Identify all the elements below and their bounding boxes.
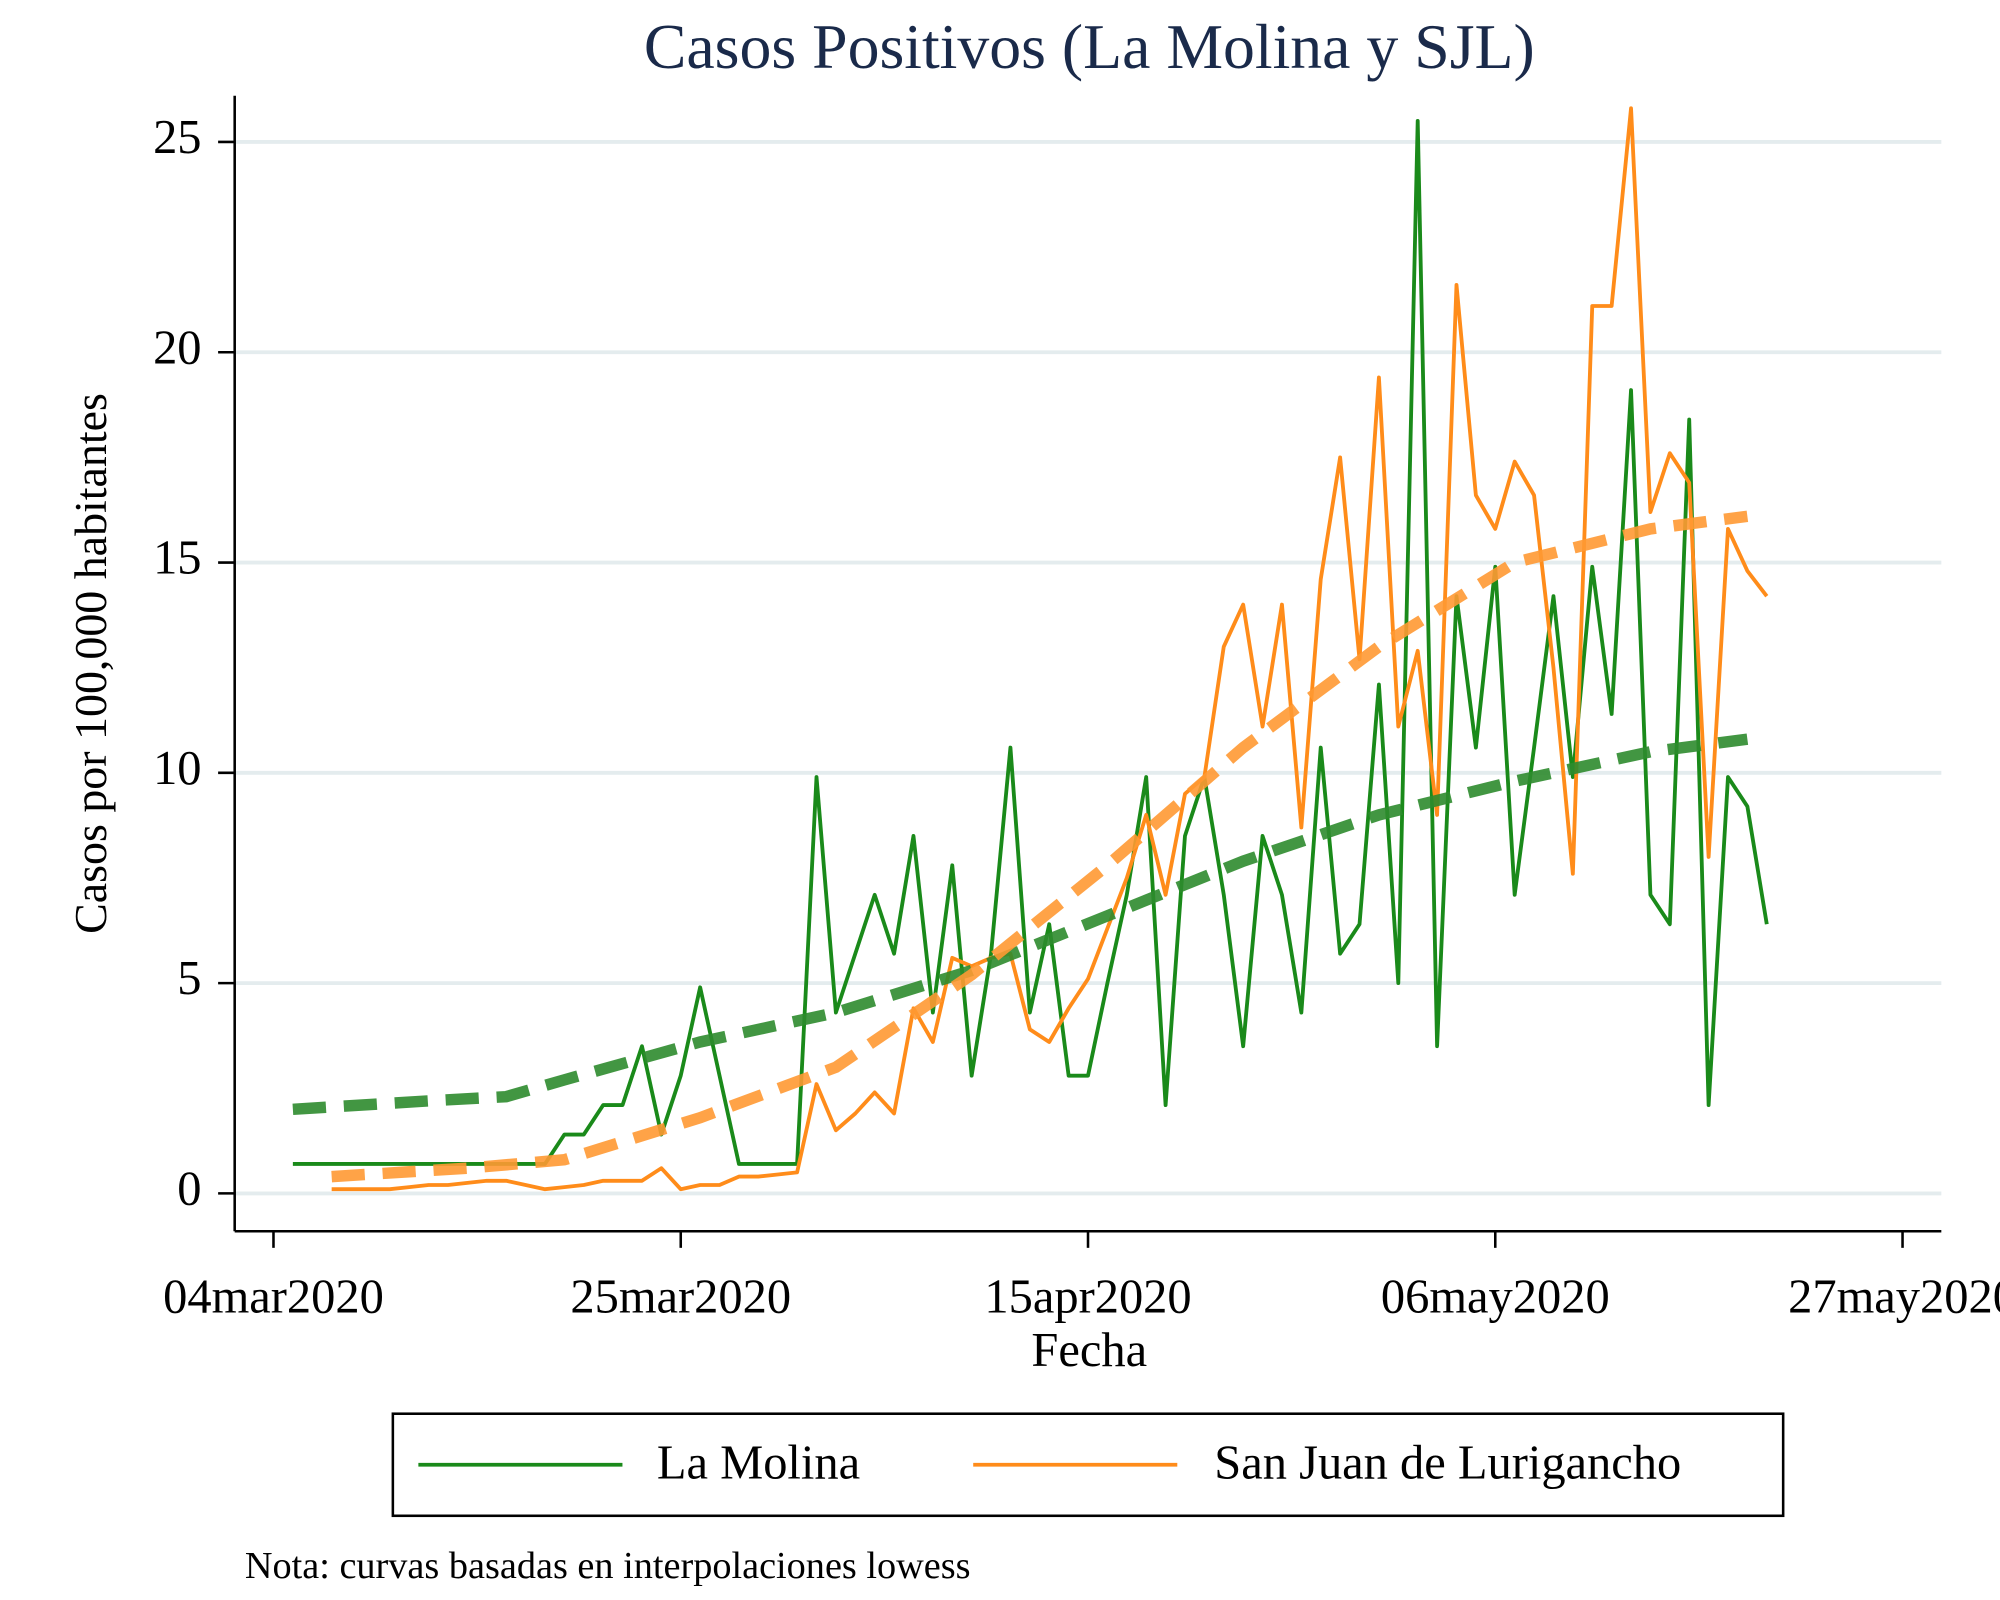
y-tick-label: 10 [153, 742, 201, 795]
x-tick-label: 06may2020 [1381, 1271, 1610, 1324]
legend-box [391, 1412, 1785, 1518]
x-tick-label: 27may2020 [1788, 1271, 2000, 1324]
note: Nota: curvas basadas en interpolaciones … [245, 1545, 971, 1587]
y-axis-label: Casos por 100,000 habitantes [65, 393, 116, 934]
trend-line [331, 510, 1749, 1183]
y-tick-label: 20 [153, 321, 201, 374]
x-tick-label: 25mar2020 [570, 1271, 791, 1324]
x-tick-label: 15apr2020 [984, 1271, 1191, 1324]
series-line [331, 106, 1769, 1192]
legend-label: La Molina [657, 1436, 860, 1489]
x-tick-label: 04mar2020 [163, 1271, 384, 1324]
legend-label: San Juan de Lurigancho [1214, 1436, 1681, 1489]
chart-title: Casos Positivos (La Molina y SJL) [644, 11, 1535, 82]
legend: La Molina San Juan de Lurigancho [418, 1436, 1681, 1489]
y-tick-label: 5 [177, 952, 201, 1005]
plot-area: 0 5 10 15 20 25 04mar2020 25mar2020 15apr2020 06m… [153, 95, 2000, 1324]
x-axis-label: Fecha [1031, 1324, 1147, 1377]
y-tick-label: 0 [177, 1163, 201, 1216]
y-tick-label: 15 [153, 532, 201, 585]
y-tick-label: 25 [153, 111, 201, 164]
